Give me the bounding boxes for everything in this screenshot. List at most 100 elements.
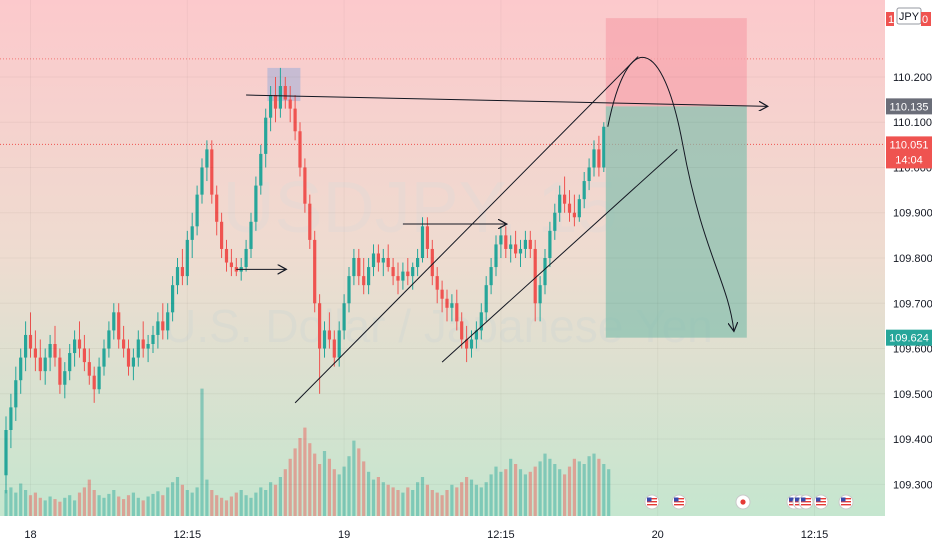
volume-bar <box>401 492 405 516</box>
event-flag-us-icon[interactable] <box>671 494 687 510</box>
x-tick-label: 12:15 <box>174 529 202 541</box>
volume-bar <box>396 490 400 516</box>
volume-bar <box>234 492 238 516</box>
volume-bar <box>28 495 33 516</box>
volume-bar <box>195 487 199 516</box>
economic-events[interactable] <box>644 494 854 510</box>
volume-bar <box>156 491 160 516</box>
candle <box>406 258 410 286</box>
candle <box>264 108 268 168</box>
volume-bar <box>376 477 380 516</box>
candle <box>342 294 346 340</box>
candle <box>313 230 317 313</box>
candle <box>254 176 258 231</box>
event-flag-us-icon[interactable] <box>644 494 660 510</box>
candle <box>327 312 331 349</box>
event-flag-us-icon[interactable] <box>798 494 814 510</box>
volume-bar <box>416 482 420 516</box>
volume-bar <box>450 484 454 516</box>
resistance-badge: 110.135 <box>886 98 932 115</box>
candle <box>543 248 547 295</box>
position-zones <box>0 18 885 338</box>
volume-bar <box>166 487 170 516</box>
candle <box>141 321 145 358</box>
volume-bar <box>592 453 596 516</box>
candle <box>63 362 67 399</box>
candle <box>371 244 376 277</box>
price-badges: JPY 1 0 110.135 110.051 14:04 109.624 <box>886 7 932 346</box>
candle <box>553 203 557 240</box>
candle <box>420 217 425 263</box>
candle <box>362 258 366 295</box>
volume-bar <box>572 458 576 516</box>
volume-bar <box>254 492 258 516</box>
candle <box>548 221 552 268</box>
volume-bar <box>484 482 488 516</box>
event-flag-us-icon[interactable] <box>838 494 854 510</box>
volume-bars <box>4 388 611 516</box>
volume-bar <box>337 474 341 516</box>
candle <box>215 185 219 236</box>
volume-bar <box>435 492 439 516</box>
candle <box>97 357 101 394</box>
candle <box>602 122 606 172</box>
y-tick-label: 109.700 <box>893 298 932 310</box>
volume-bar <box>239 490 243 516</box>
volume-bar <box>563 474 567 516</box>
candle <box>460 312 464 349</box>
y-tick-label: 109.800 <box>893 253 932 265</box>
volume-bar <box>347 456 351 516</box>
candle <box>435 267 439 304</box>
channel-lower-line <box>441 148 678 363</box>
candle <box>28 312 33 358</box>
candle <box>494 235 498 277</box>
candle <box>474 321 478 349</box>
volume-bar <box>63 497 67 516</box>
candle <box>514 230 518 258</box>
volume-bar <box>332 469 336 516</box>
volume-bar <box>210 490 214 516</box>
candle <box>24 321 28 372</box>
volume-bar <box>185 490 189 516</box>
volume-bar <box>577 461 581 516</box>
candle <box>445 289 449 322</box>
volume-bar <box>548 458 552 516</box>
volume-bar <box>68 495 72 516</box>
candle <box>582 172 586 209</box>
candle <box>171 276 175 322</box>
candle <box>102 339 106 376</box>
candle <box>376 244 380 272</box>
target-badge: 109.624 <box>886 329 932 346</box>
event-flag-us-icon[interactable] <box>813 494 829 510</box>
volume-bar <box>73 500 77 516</box>
volume-bar <box>220 497 224 516</box>
volume-bar <box>38 497 42 516</box>
volume-bar <box>122 499 126 516</box>
resistance-ray <box>246 94 767 106</box>
candle <box>58 348 62 394</box>
candle <box>220 212 224 258</box>
volume-bar <box>87 479 91 516</box>
y-tick-label: 110.100 <box>893 117 932 129</box>
candle <box>87 348 91 385</box>
candle <box>411 262 415 290</box>
candle <box>82 334 86 372</box>
candle <box>229 248 233 277</box>
candle <box>381 248 385 277</box>
volume-bar <box>308 443 312 516</box>
x-tick-label: 12:15 <box>801 529 829 541</box>
currency-badge[interactable]: JPY <box>896 7 922 25</box>
candle <box>592 140 596 177</box>
volume-bar <box>293 448 297 516</box>
projection-curve <box>607 57 734 330</box>
volume-bar <box>460 482 464 516</box>
candle <box>9 393 13 449</box>
volume-bar <box>430 490 434 516</box>
candle <box>269 86 273 132</box>
event-flag-jp-icon[interactable] <box>735 494 751 510</box>
y-tick-label: 109.400 <box>893 434 932 446</box>
volume-bar <box>543 453 547 516</box>
x-tick-label: 19 <box>338 529 350 541</box>
